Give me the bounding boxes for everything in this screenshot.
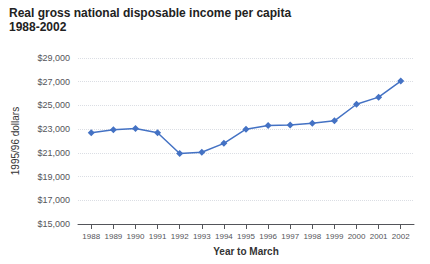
svg-text:$21,000: $21,000	[37, 148, 70, 158]
svg-text:$29,000: $29,000	[37, 53, 70, 63]
svg-text:$27,000: $27,000	[37, 77, 70, 87]
svg-text:1993: 1993	[193, 232, 211, 241]
svg-text:1988-2002: 1988-2002	[9, 20, 67, 34]
svg-text:1997: 1997	[281, 232, 299, 241]
svg-text:$19,000: $19,000	[37, 172, 70, 182]
svg-text:1988: 1988	[82, 232, 100, 241]
svg-text:1995/96 dollars: 1995/96 dollars	[10, 107, 21, 175]
svg-text:1998: 1998	[303, 232, 321, 241]
svg-text:2002: 2002	[392, 232, 410, 241]
svg-text:1989: 1989	[104, 232, 122, 241]
svg-text:Year to March: Year to March	[213, 246, 279, 257]
svg-text:2000: 2000	[348, 232, 366, 241]
svg-text:1994: 1994	[215, 232, 233, 241]
svg-text:1995: 1995	[237, 232, 255, 241]
svg-text:1990: 1990	[127, 232, 145, 241]
svg-text:$25,000: $25,000	[37, 100, 70, 110]
svg-text:1991: 1991	[149, 232, 167, 241]
svg-text:$17,000: $17,000	[37, 195, 70, 205]
svg-text:$23,000: $23,000	[37, 124, 70, 134]
svg-text:1999: 1999	[326, 232, 344, 241]
svg-text:2001: 2001	[370, 232, 388, 241]
svg-text:Real gross national disposable: Real gross national disposable income pe…	[9, 6, 291, 20]
svg-text:1992: 1992	[171, 232, 189, 241]
svg-text:1996: 1996	[259, 232, 277, 241]
svg-text:$15,000: $15,000	[37, 219, 70, 229]
